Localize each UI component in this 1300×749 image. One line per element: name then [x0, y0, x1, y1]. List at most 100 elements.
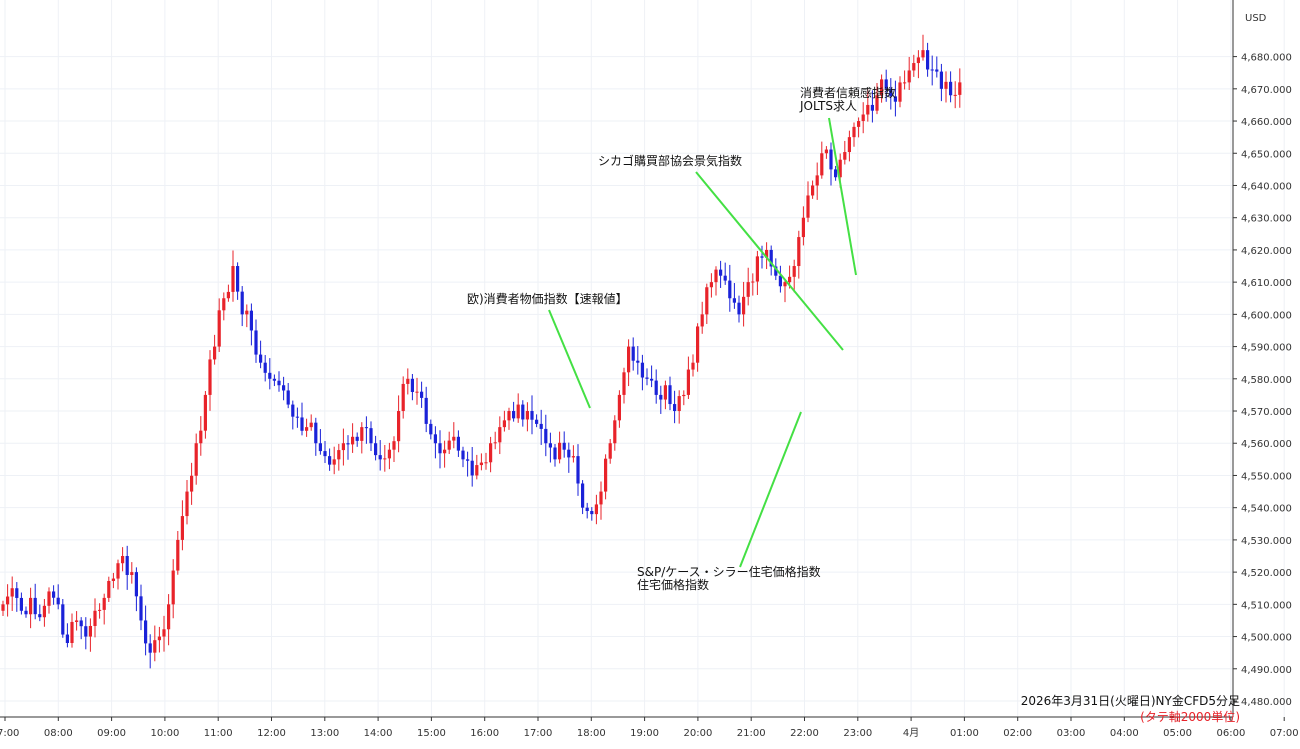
- candle-body: [433, 434, 437, 444]
- annotation-leader-line: [828, 117, 857, 276]
- candle-body: [318, 443, 322, 452]
- candle-body: [489, 443, 493, 463]
- y-tick-label: 4,630.000: [1241, 214, 1292, 225]
- candle-body: [893, 96, 897, 102]
- candle-body: [15, 588, 19, 598]
- candle-body: [222, 298, 226, 311]
- candle-body: [134, 572, 138, 597]
- candle-body: [351, 436, 355, 445]
- y-tick-label: 4,510.000: [1241, 600, 1292, 611]
- candle-body: [829, 149, 833, 170]
- candle-body: [608, 443, 612, 459]
- candle-body: [585, 507, 589, 512]
- annotation-text: 消費者信頼感指数: [800, 85, 896, 100]
- candle-body: [880, 79, 884, 96]
- candle-body: [811, 185, 815, 196]
- candle-body: [627, 346, 631, 373]
- candle-body: [567, 449, 571, 458]
- x-tick-label: 18:00: [577, 728, 606, 739]
- candle-body: [613, 420, 617, 444]
- candle-body: [185, 491, 189, 517]
- candle-body: [70, 621, 74, 644]
- candle-body: [755, 256, 759, 282]
- candle-body: [268, 372, 272, 379]
- candle-body: [939, 71, 943, 89]
- candle-body: [659, 394, 663, 400]
- x-tick-label: 22:00: [790, 728, 819, 739]
- candle-body: [737, 302, 741, 315]
- candle-body: [631, 346, 635, 361]
- candle-body: [650, 378, 654, 381]
- candle-body: [778, 275, 782, 287]
- candle-body: [65, 634, 69, 644]
- candle-body: [291, 404, 295, 417]
- candle-body: [898, 82, 902, 102]
- candle-body: [663, 385, 667, 400]
- candle-body: [507, 411, 511, 421]
- candle-body: [263, 362, 267, 373]
- candle-body: [792, 266, 796, 277]
- candle-body: [705, 287, 709, 315]
- candle-body: [180, 516, 184, 540]
- candle-body: [378, 455, 382, 460]
- candle-body: [56, 597, 60, 605]
- candle-body: [93, 610, 97, 626]
- y-tick-label: 4,670.000: [1241, 85, 1292, 96]
- candle-body: [765, 249, 769, 258]
- candle-body: [838, 159, 842, 178]
- candle-body: [709, 282, 713, 288]
- y-tick-label: 4,550.000: [1241, 471, 1292, 482]
- candle-body: [75, 620, 79, 622]
- candle-body: [52, 591, 56, 598]
- candle-body: [259, 354, 263, 363]
- candle-body: [19, 597, 23, 611]
- candle-body: [673, 404, 677, 412]
- candle-body: [576, 456, 580, 484]
- candle-body: [84, 626, 88, 637]
- candle-body: [622, 372, 626, 395]
- x-tick-label: 12:00: [257, 728, 286, 739]
- candle-body: [916, 57, 920, 64]
- candle-body: [24, 610, 28, 615]
- candle-body: [719, 269, 723, 276]
- candle-body: [277, 380, 281, 386]
- candle-body: [295, 416, 299, 418]
- annotation-text: S&P/ケース・シラー住宅価格指数: [637, 564, 821, 579]
- candle-body: [397, 411, 401, 442]
- candle-body: [594, 504, 598, 515]
- candle-body: [935, 69, 939, 72]
- candle-body: [314, 422, 318, 444]
- candle-body: [387, 449, 391, 459]
- candle-body: [558, 442, 562, 460]
- candle-body: [562, 442, 566, 450]
- x-tick-label: 4月: [903, 727, 919, 739]
- candle-body: [599, 491, 603, 505]
- candle-body: [521, 404, 525, 420]
- annotation-leader-line: [548, 309, 591, 409]
- y-tick-label: 4,660.000: [1241, 117, 1292, 128]
- candle-body: [475, 465, 479, 476]
- x-tick-label: 10:00: [150, 728, 179, 739]
- candle-body: [797, 237, 801, 267]
- y-tick-label: 4,680.000: [1241, 53, 1292, 64]
- candle-body: [774, 266, 778, 276]
- candle-body: [203, 394, 207, 431]
- candle-body: [199, 430, 203, 444]
- candle-body: [157, 636, 161, 641]
- candle-body: [236, 266, 240, 292]
- y-tick-label: 4,620.000: [1241, 246, 1292, 257]
- candle-body: [870, 104, 874, 111]
- candle-body: [525, 411, 529, 420]
- x-tick-label: 04:00: [1110, 728, 1139, 739]
- candle-body: [958, 82, 962, 95]
- candle-body: [539, 423, 543, 429]
- candle-body: [861, 114, 865, 122]
- annotation-text: 住宅価格指数: [637, 577, 709, 592]
- candle-body: [429, 423, 433, 435]
- candle-body: [783, 282, 787, 287]
- candle-body: [544, 428, 548, 444]
- candle-body: [42, 605, 46, 618]
